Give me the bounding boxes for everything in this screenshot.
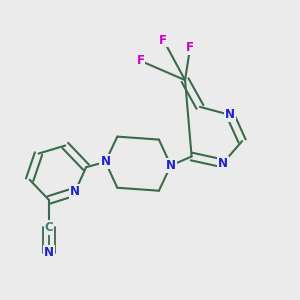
Text: F: F — [136, 54, 145, 67]
Text: N: N — [166, 159, 176, 172]
Text: N: N — [70, 185, 80, 198]
Text: C: C — [45, 221, 53, 234]
Text: N: N — [100, 155, 110, 168]
Text: N: N — [218, 157, 228, 170]
Text: F: F — [186, 41, 194, 54]
Text: N: N — [44, 246, 54, 259]
Text: F: F — [159, 34, 167, 46]
Text: N: N — [225, 108, 235, 122]
